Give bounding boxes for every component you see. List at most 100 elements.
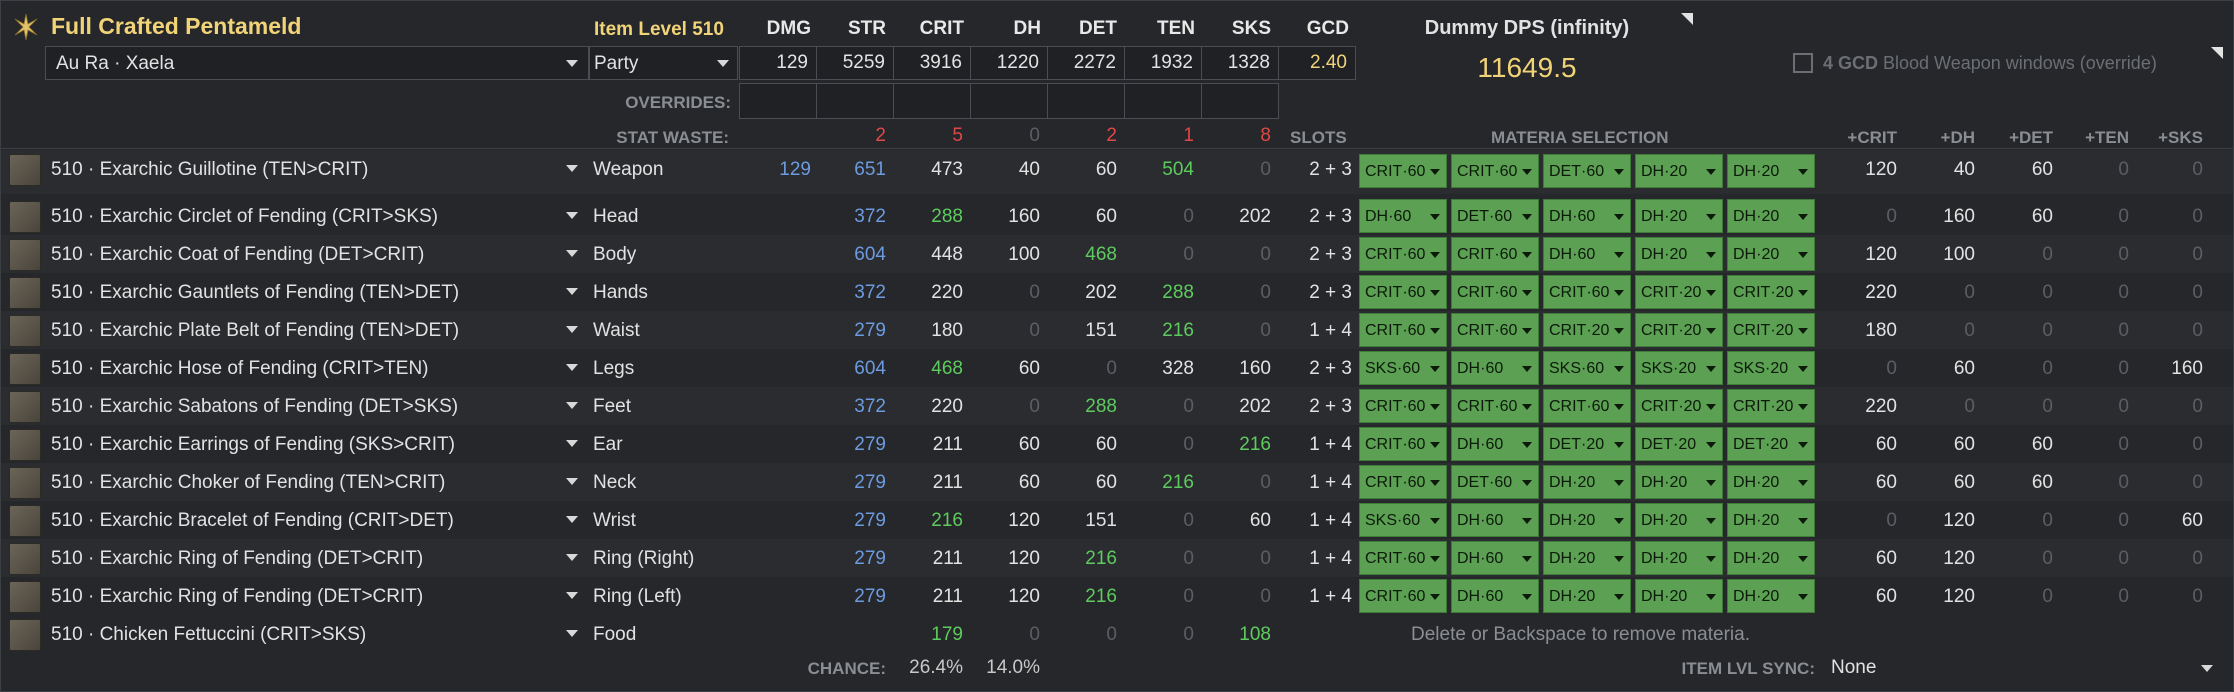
materia-select[interactable]: CRIT·20 (1727, 313, 1815, 347)
materia-select[interactable]: SKS·20 (1727, 351, 1815, 385)
override-dh-input[interactable] (893, 83, 971, 119)
materia-select[interactable]: CRIT·60 (1451, 313, 1539, 347)
materia-select[interactable]: DET·20 (1635, 427, 1723, 461)
sync-select[interactable]: None (1823, 651, 2221, 685)
override-crit-input[interactable] (816, 83, 894, 119)
materia-select[interactable]: CRIT·60 (1359, 541, 1447, 575)
gear-row[interactable]: 510 · Exarchic Coat of Fending (DET>CRIT… (1, 235, 2233, 273)
gear-row[interactable]: 510 · Exarchic Circlet of Fending (CRIT>… (1, 197, 2233, 235)
materia-select[interactable]: DET·20 (1727, 427, 1815, 461)
chevron-down-icon[interactable] (566, 592, 578, 599)
materia-select[interactable]: CRIT·20 (1635, 389, 1723, 423)
materia-select[interactable]: DH·20 (1727, 579, 1815, 613)
chevron-down-icon[interactable] (566, 250, 578, 257)
materia-select[interactable]: DH·20 (1543, 465, 1631, 499)
override-checkbox[interactable] (1793, 53, 1813, 73)
chevron-down-icon[interactable] (566, 402, 578, 409)
party-select[interactable]: Party (589, 46, 738, 80)
override-ten-input[interactable] (1047, 83, 1125, 119)
chevron-down-icon[interactable] (566, 516, 578, 523)
materia-select[interactable]: SKS·20 (1635, 351, 1723, 385)
chevron-down-icon[interactable] (566, 165, 578, 172)
materia-select[interactable]: DH·20 (1635, 541, 1723, 575)
materia-select[interactable]: DH·20 (1727, 465, 1815, 499)
chevron-down-icon[interactable] (566, 440, 578, 447)
materia-select[interactable]: CRIT·20 (1727, 275, 1815, 309)
materia-select[interactable]: DH·20 (1543, 579, 1631, 613)
chevron-down-icon[interactable] (566, 630, 578, 637)
chevron-down-icon[interactable] (566, 554, 578, 561)
materia-select[interactable]: DH·20 (1727, 154, 1815, 188)
materia-select[interactable]: DH·60 (1543, 237, 1631, 271)
gearset-title[interactable]: Full Crafted Pentameld (51, 13, 302, 39)
materia-select[interactable]: DH·20 (1635, 579, 1723, 613)
gear-row[interactable]: 510 · Exarchic Plate Belt of Fending (TE… (1, 311, 2233, 349)
materia-select[interactable]: DH·60 (1451, 579, 1539, 613)
override-gcd-input[interactable] (1201, 83, 1279, 119)
materia-select[interactable]: DH·60 (1359, 199, 1447, 233)
gear-name[interactable]: 510 · Exarchic Plate Belt of Fending (TE… (51, 320, 460, 341)
gear-name[interactable]: 510 · Exarchic Gauntlets of Fending (TEN… (51, 282, 460, 303)
materia-select[interactable]: DH·20 (1635, 199, 1723, 233)
gear-row[interactable]: 510 · Exarchic Hose of Fending (CRIT>TEN… (1, 349, 2233, 387)
gcd-windows-override[interactable]: 4 GCD Blood Weapon windows (override) (1793, 53, 2157, 74)
materia-select[interactable]: DH·60 (1451, 427, 1539, 461)
materia-select[interactable]: SKS·60 (1543, 351, 1631, 385)
override-sks-input[interactable] (1124, 83, 1202, 119)
materia-select[interactable]: DET·60 (1451, 199, 1539, 233)
gear-name[interactable]: 510 · Exarchic Earrings of Fending (SKS>… (51, 434, 455, 455)
chevron-down-icon[interactable] (566, 212, 578, 219)
materia-select[interactable]: DH·20 (1635, 237, 1723, 271)
materia-select[interactable]: DH·20 (1635, 154, 1723, 188)
materia-select[interactable]: CRIT·60 (1451, 237, 1539, 271)
materia-select[interactable]: CRIT·60 (1543, 275, 1631, 309)
materia-select[interactable]: CRIT·60 (1359, 275, 1447, 309)
materia-select[interactable]: CRIT·60 (1359, 389, 1447, 423)
materia-select[interactable]: CRIT·20 (1543, 313, 1631, 347)
gear-name[interactable]: 510 · Exarchic Coat of Fending (DET>CRIT… (51, 244, 425, 265)
gear-name[interactable]: 510 · Exarchic Circlet of Fending (CRIT>… (51, 206, 438, 227)
job-icon[interactable] (13, 13, 39, 41)
chevron-down-icon[interactable] (566, 478, 578, 485)
materia-select[interactable]: DH·20 (1727, 541, 1815, 575)
gear-name[interactable]: 510 · Exarchic Hose of Fending (CRIT>TEN… (51, 358, 429, 379)
gear-row[interactable]: 510 · Exarchic Choker of Fending (TEN>CR… (1, 463, 2233, 501)
materia-select[interactable]: DET·60 (1543, 154, 1631, 188)
materia-select[interactable]: CRIT·60 (1359, 154, 1447, 188)
materia-select[interactable]: CRIT·20 (1635, 313, 1723, 347)
chevron-down-icon[interactable] (566, 326, 578, 333)
materia-select[interactable]: DH·60 (1451, 541, 1539, 575)
gear-row[interactable]: 510 · Exarchic Guillotine (TEN>CRIT) Weap… (1, 150, 2233, 194)
materia-select[interactable]: CRIT·60 (1451, 389, 1539, 423)
materia-select[interactable]: DET·60 (1451, 465, 1539, 499)
gear-row[interactable]: 510 · Exarchic Gauntlets of Fending (TEN… (1, 273, 2233, 311)
gear-name[interactable]: 510 · Exarchic Ring of Fending (DET>CRIT… (51, 586, 424, 607)
materia-select[interactable]: CRIT·60 (1359, 427, 1447, 461)
materia-select[interactable]: DH·20 (1635, 465, 1723, 499)
materia-select[interactable]: CRIT·60 (1359, 237, 1447, 271)
materia-select[interactable]: DH·20 (1727, 237, 1815, 271)
materia-select[interactable]: CRIT·60 (1359, 313, 1447, 347)
gear-name[interactable]: 510 · Exarchic Choker of Fending (TEN>CR… (51, 472, 446, 493)
materia-select[interactable]: DH·20 (1727, 199, 1815, 233)
gear-name[interactable]: 510 · Exarchic Guillotine (TEN>CRIT) (51, 159, 369, 180)
override-str-input[interactable] (739, 83, 817, 119)
materia-select[interactable]: CRIT·20 (1727, 389, 1815, 423)
materia-select[interactable]: DH·20 (1635, 503, 1723, 537)
materia-select[interactable]: CRIT·60 (1359, 579, 1447, 613)
materia-select[interactable]: SKS·60 (1359, 351, 1447, 385)
materia-select[interactable]: DH·60 (1451, 351, 1539, 385)
materia-select[interactable]: DH·20 (1543, 503, 1631, 537)
gear-name[interactable]: 510 · Exarchic Sabatons of Fending (DET>… (51, 396, 459, 417)
materia-select[interactable]: DH·20 (1727, 503, 1815, 537)
materia-select[interactable]: CRIT·60 (1359, 465, 1447, 499)
gear-row[interactable]: 510 · Exarchic Sabatons of Fending (DET>… (1, 387, 2233, 425)
gear-row[interactable]: 510 · Exarchic Bracelet of Fending (CRIT… (1, 501, 2233, 539)
gear-name[interactable]: 510 · Exarchic Ring of Fending (DET>CRIT… (51, 548, 424, 569)
materia-select[interactable]: DET·20 (1543, 427, 1631, 461)
gear-row[interactable]: 510 · Exarchic Earrings of Fending (SKS>… (1, 425, 2233, 463)
gear-row[interactable]: 510 · Exarchic Ring of Fending (DET>CRIT… (1, 577, 2233, 615)
race-select[interactable]: Au Ra · Xaela (45, 46, 589, 80)
materia-select[interactable]: DH·60 (1543, 199, 1631, 233)
gear-row[interactable]: 510 · Exarchic Ring of Fending (DET>CRIT… (1, 539, 2233, 577)
